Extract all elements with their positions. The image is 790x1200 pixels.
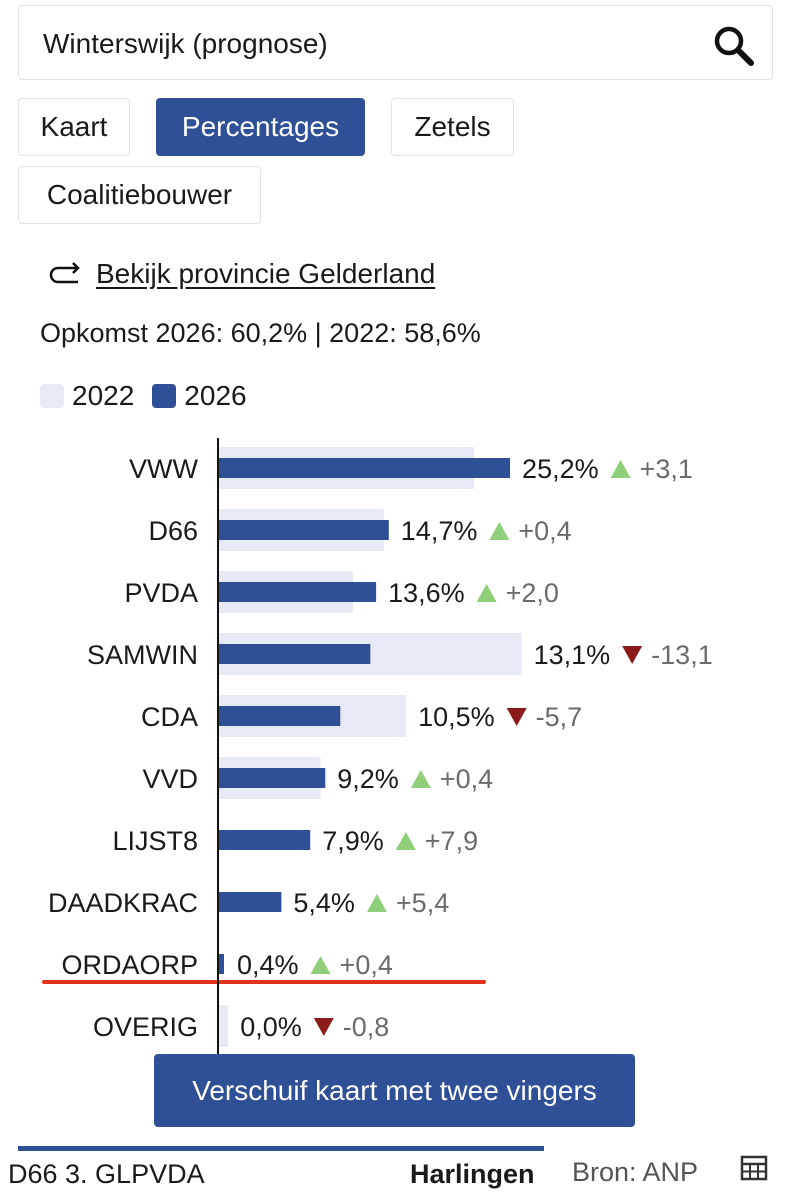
legend-swatch-2022 <box>40 384 64 408</box>
ticker-right-text: Harlingen <box>410 1158 535 1189</box>
arrow-up-icon <box>366 894 387 912</box>
category-label: CDA <box>141 702 198 732</box>
map-hint: Verschuif kaart met twee vingers <box>154 1054 635 1127</box>
value-label: 9,2% <box>337 764 399 794</box>
ticker-progress-line <box>18 1146 544 1151</box>
bar-2026 <box>219 954 224 974</box>
change-label: +0,4 <box>340 950 393 980</box>
bar-2026 <box>219 830 311 850</box>
bar-2026 <box>219 458 511 478</box>
tab-coalitiebouwer[interactable]: Coalitiebouwer <box>18 166 261 224</box>
results-bar-chart: VWW 25,2% +3,1 D66 14,7% +0,4 PVDA 13,6% +2,0 SAM… <box>42 438 713 1056</box>
legend-swatch-2026 <box>152 384 177 408</box>
change-label: +7,9 <box>425 826 478 856</box>
change-label: -0,8 <box>343 1012 390 1042</box>
bar-2026 <box>219 582 377 602</box>
bar-2026 <box>219 644 371 664</box>
arrow-up-icon <box>410 770 431 788</box>
arrow-up-icon <box>310 956 331 974</box>
tab-percentages[interactable]: Percentages <box>156 98 365 156</box>
value-label: 0,4% <box>237 950 299 980</box>
arrow-down-icon <box>506 708 527 726</box>
arrow-down-icon <box>622 646 643 664</box>
bar-2026 <box>219 892 282 912</box>
category-label: DAADKRAC <box>48 888 198 918</box>
category-label: PVDA <box>124 578 198 608</box>
change-label: +0,4 <box>518 516 571 546</box>
chart-legend: 2022 2026 <box>40 378 265 414</box>
category-label: VVD <box>142 764 198 794</box>
arrow-up-icon <box>476 584 497 602</box>
bar-2022 <box>219 1005 229 1047</box>
change-label: +5,4 <box>396 888 449 918</box>
search-box[interactable]: Winterswijk (prognose) <box>18 5 773 80</box>
value-label: 10,5% <box>418 702 495 732</box>
results-ticker: D66 3. GLPVDA Harlingen <box>0 1154 544 1194</box>
province-link[interactable]: Bekijk provincie Gelderland <box>48 256 435 292</box>
bar-2026 <box>219 520 389 540</box>
arrow-up-icon <box>395 832 416 850</box>
change-label: +2,0 <box>506 578 559 608</box>
bar-2026 <box>219 768 326 788</box>
source-label: Bron: ANP <box>572 1157 699 1187</box>
bar-2026 <box>219 706 341 726</box>
change-label: +3,1 <box>640 454 693 484</box>
turnout-text: Opkomst 2026: 60,2% | 2022: 58,6% <box>40 318 481 348</box>
table-icon[interactable] <box>740 1155 768 1181</box>
search-icon[interactable] <box>712 24 756 68</box>
arrow-down-icon <box>313 1018 334 1036</box>
tab-kaart[interactable]: Kaart <box>18 98 130 156</box>
arrow-up-icon <box>610 460 631 478</box>
category-label: LIJST8 <box>112 826 198 856</box>
value-label: 13,1% <box>534 640 611 670</box>
value-label: 14,7% <box>401 516 478 546</box>
category-label: ORDAORP <box>61 950 198 980</box>
arrow-up-icon <box>489 522 510 540</box>
value-label: 25,2% <box>522 454 599 484</box>
tab-zetels[interactable]: Zetels <box>391 98 514 156</box>
value-label: 5,4% <box>293 888 355 918</box>
category-label: VWW <box>129 454 198 484</box>
change-label: +0,4 <box>440 764 493 794</box>
ticker-left-text: D66 3. GLPVDA <box>8 1158 205 1189</box>
search-input[interactable]: Winterswijk (prognose) <box>43 28 328 59</box>
value-label: 7,9% <box>322 826 384 856</box>
province-link-label[interactable]: Bekijk provincie Gelderland <box>96 258 436 289</box>
legend-item-2022: 2022 <box>40 380 134 412</box>
value-label: 0,0% <box>240 1012 302 1042</box>
category-label: D66 <box>148 516 198 546</box>
change-label: -13,1 <box>651 640 713 670</box>
change-label: -5,7 <box>536 702 583 732</box>
category-label: SAMWIN <box>87 640 198 670</box>
legend-item-2026: 2026 <box>152 380 247 412</box>
return-arrow-icon <box>49 262 80 284</box>
value-label: 13,6% <box>388 578 465 608</box>
category-label: OVERIG <box>93 1012 198 1042</box>
